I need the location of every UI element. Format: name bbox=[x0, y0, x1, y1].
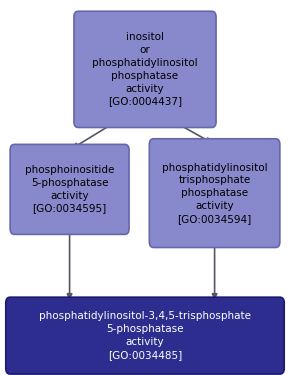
Text: inositol
or
phosphatidylinositol
phosphatase
activity
[GO:0004437]: inositol or phosphatidylinositol phospha… bbox=[92, 32, 198, 106]
Text: phosphoinositide
5-phosphatase
activity
[GO:0034595]: phosphoinositide 5-phosphatase activity … bbox=[25, 165, 114, 214]
Text: phosphatidylinositol-3,4,5-trisphosphate
5-phosphatase
activity
[GO:0034485]: phosphatidylinositol-3,4,5-trisphosphate… bbox=[39, 311, 251, 360]
FancyBboxPatch shape bbox=[6, 297, 284, 374]
FancyBboxPatch shape bbox=[10, 144, 129, 234]
FancyBboxPatch shape bbox=[74, 11, 216, 128]
Text: phosphatidylinositol
trisphosphate
phosphatase
activity
[GO:0034594]: phosphatidylinositol trisphosphate phosp… bbox=[162, 162, 267, 224]
FancyBboxPatch shape bbox=[149, 139, 280, 248]
